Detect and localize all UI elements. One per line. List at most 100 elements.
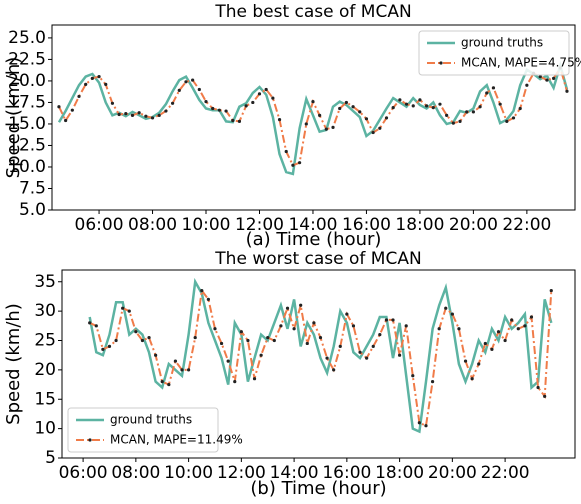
data-point: [233, 380, 237, 384]
y-tick-label: 25.0: [8, 28, 46, 48]
plot-frame: [61, 269, 576, 459]
data-point: [84, 82, 88, 86]
data-point: [64, 118, 68, 123]
data-point: [417, 421, 421, 425]
data-point: [204, 99, 208, 104]
series-line: [57, 60, 569, 176]
data-point: [529, 315, 534, 319]
data-point: [150, 116, 155, 120]
data-point: [477, 362, 481, 366]
data-point: [450, 312, 454, 316]
data-point: [257, 92, 262, 96]
data-point: [364, 117, 369, 121]
data-point: [206, 297, 210, 301]
y-tick-label: 22.5: [8, 49, 46, 69]
data-point: [154, 353, 158, 357]
x-axis-label: (a) Time (hour): [246, 229, 382, 250]
x-tick-label: 18:00: [375, 463, 424, 483]
data-point: [444, 306, 448, 310]
data-point: [239, 330, 243, 334]
data-point: [418, 98, 422, 102]
data-point: [536, 385, 540, 390]
data-point: [127, 309, 131, 313]
data-point: [538, 75, 542, 79]
data-point: [549, 288, 553, 293]
data-point: [101, 347, 105, 351]
x-tick-label: 12:00: [235, 215, 284, 235]
data-point: [404, 324, 408, 328]
data-point: [491, 86, 496, 90]
data-point: [297, 161, 302, 165]
data-point: [173, 359, 178, 363]
data-point: [318, 335, 323, 340]
legend-label: MCAN, MAPE=11.49%: [110, 433, 243, 447]
data-point: [244, 104, 248, 108]
data-point: [144, 114, 148, 118]
data-point: [200, 288, 204, 293]
x-axis-label: (b) Time (hour): [250, 478, 386, 499]
data-point: [391, 106, 395, 110]
data-point: [88, 321, 92, 325]
data-point: [445, 113, 449, 117]
data-point: [338, 344, 342, 348]
data-point: [104, 82, 108, 86]
data-point: [378, 126, 382, 130]
data-point: [424, 424, 428, 428]
data-point: [213, 327, 217, 331]
data-point: [552, 76, 556, 80]
data-point: [140, 338, 145, 343]
legend-box: [67, 407, 219, 453]
data-point: [97, 75, 101, 79]
data-point: [117, 112, 121, 117]
y-tick-label: 10: [34, 419, 56, 439]
data-point: [160, 380, 164, 384]
data-point: [516, 327, 520, 331]
data-point: [292, 327, 296, 331]
data-point: [170, 101, 175, 105]
data-point: [438, 102, 442, 106]
y-tick-label: 25: [34, 331, 56, 351]
y-tick-label: 30: [34, 301, 56, 321]
legend-marker: [439, 61, 443, 65]
chart-title: The worst case of MCAN: [214, 249, 421, 269]
x-tick-label: 22:00: [481, 463, 530, 483]
data-point: [211, 106, 215, 111]
data-point: [371, 344, 375, 348]
series-line: [88, 277, 553, 434]
y-tick-label: 12.5: [8, 135, 46, 155]
data-point: [305, 341, 309, 346]
data-point: [425, 104, 429, 108]
data-point: [525, 83, 529, 87]
x-tick-label: 08:00: [111, 463, 160, 483]
data-point: [231, 118, 235, 123]
data-point: [437, 327, 441, 331]
data-point: [57, 105, 61, 109]
data-point: [451, 121, 455, 125]
data-point: [130, 113, 135, 117]
legend-label: MCAN, MAPE=4.75%: [461, 56, 581, 70]
data-point: [463, 359, 468, 363]
data-point: [523, 324, 527, 328]
data-point: [180, 368, 184, 372]
data-point: [398, 98, 402, 102]
data-point: [384, 318, 389, 322]
data-point: [325, 356, 329, 360]
legend-label: ground truths: [461, 36, 543, 50]
x-tick-label: 14:00: [288, 215, 337, 235]
data-point: [237, 119, 242, 123]
data-point: [124, 112, 128, 116]
data-point: [259, 353, 263, 357]
data-point: [299, 303, 303, 307]
data-point: [219, 341, 224, 346]
data-point: [351, 324, 356, 328]
data-point: [191, 78, 195, 82]
x-tick-label: 06:00: [59, 463, 108, 483]
data-point: [272, 338, 276, 343]
data-point: [184, 80, 188, 84]
y-tick-label: 5: [45, 448, 56, 468]
x-tick-label: 16:00: [322, 463, 371, 483]
data-point: [107, 344, 112, 348]
data-point: [177, 88, 181, 92]
data-point: [77, 94, 81, 99]
x-tick-label: 14:00: [270, 463, 319, 483]
